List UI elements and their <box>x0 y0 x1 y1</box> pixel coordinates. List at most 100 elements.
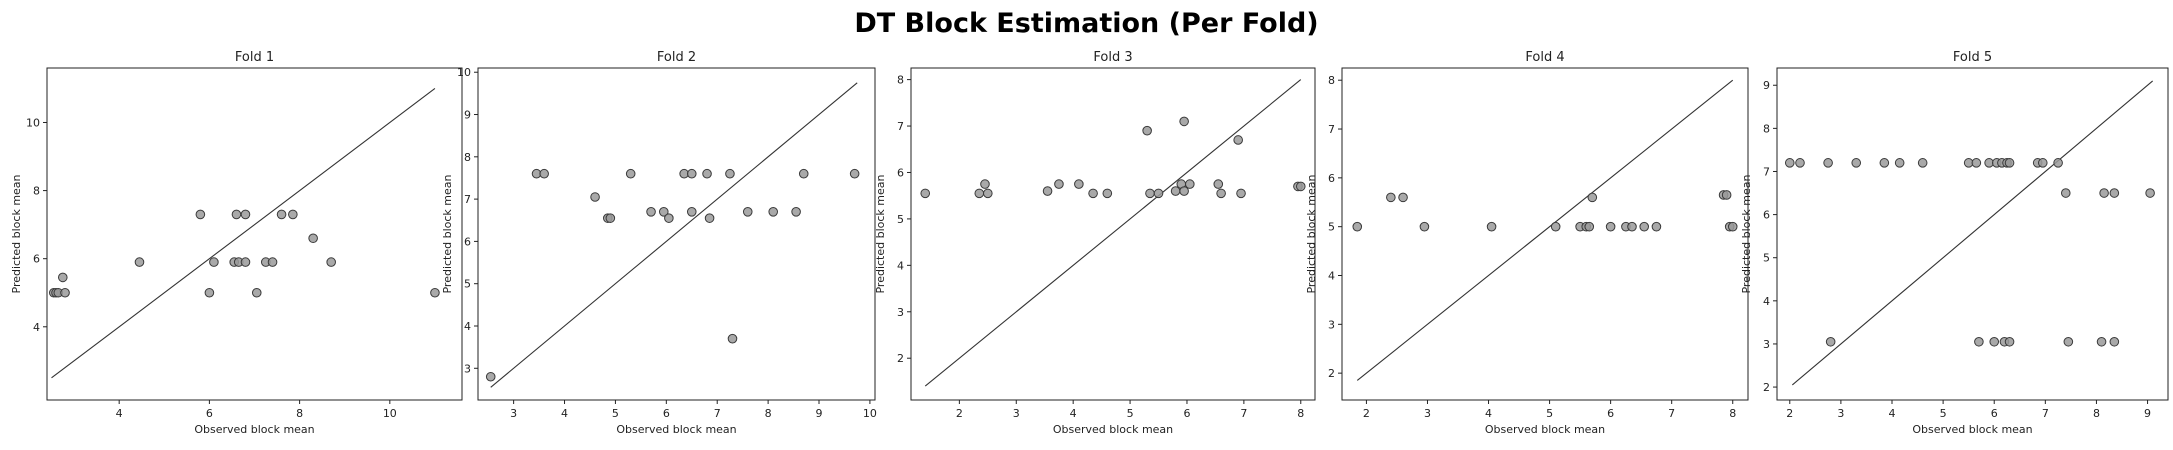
data-point <box>1153 188 1164 199</box>
y-tick-label: 6 <box>464 235 471 248</box>
data-point <box>2109 188 2120 198</box>
data-point <box>1486 221 1497 232</box>
y-tick-label: 3 <box>1328 318 1335 331</box>
y-tick-label: 3 <box>464 362 471 375</box>
data-point <box>1584 221 1595 232</box>
x-tick-label: 3 <box>1424 407 1431 420</box>
data-point <box>326 257 336 267</box>
data-point <box>195 209 206 220</box>
y-tick-label: 2 <box>1328 367 1335 380</box>
y-tick-label: 7 <box>1328 123 1335 136</box>
x-tick-label: 6 <box>663 407 670 420</box>
data-point <box>1795 158 1805 168</box>
x-tick-label: 3 <box>1837 407 1844 420</box>
y-tick-label: 3 <box>1763 338 1770 351</box>
x-tick-label: 9 <box>2144 407 2151 420</box>
y-tick-label: 8 <box>1763 122 1770 135</box>
data-point <box>664 213 674 223</box>
x-axis-label: Observed block mean <box>616 423 736 436</box>
x-tick-label: 5 <box>612 407 619 420</box>
data-point <box>1179 186 1189 196</box>
x-tick-label: 2 <box>956 407 963 420</box>
y-tick-label: 6 <box>897 166 904 179</box>
data-point <box>1398 192 1408 203</box>
panel-title: Fold 4 <box>1525 50 1564 65</box>
data-point <box>1216 188 1226 199</box>
x-tick-label: 10 <box>863 407 877 420</box>
data-point <box>2099 188 2109 198</box>
data-point <box>231 209 242 220</box>
fold-1-chart: Fold 1 4 6 8 10 4 6 8 10 Observed block mean Predi… <box>10 50 463 436</box>
x-tick-label: 2 <box>1363 407 1370 420</box>
data-point <box>288 209 298 220</box>
data-point <box>539 168 549 179</box>
x-tick-label: 7 <box>2042 407 2049 420</box>
data-point <box>658 206 669 217</box>
identity-line <box>51 87 436 379</box>
x-tick-label: 5 <box>1546 407 1553 420</box>
y-tick-label: 8 <box>33 185 40 198</box>
y-tick-label: 4 <box>33 321 40 334</box>
y-tick-label: 9 <box>1763 79 1770 92</box>
y-tick-label: 6 <box>33 253 40 266</box>
y-tick-label: 5 <box>464 278 471 291</box>
y-tick-label: 5 <box>1328 221 1335 234</box>
axes-frame <box>1341 67 1749 401</box>
data-point <box>1185 179 1195 189</box>
data-point <box>1627 221 1637 232</box>
data-point <box>1605 221 1616 232</box>
identity-line <box>1791 80 2154 386</box>
data-point <box>2145 188 2155 198</box>
data-point <box>209 257 219 267</box>
data-point <box>1971 158 1982 168</box>
data-point <box>1651 221 1662 232</box>
data-point <box>2063 336 2074 347</box>
data-point <box>704 213 715 223</box>
panel-title: Fold 3 <box>1093 50 1132 65</box>
data-point <box>980 179 990 189</box>
x-tick-label: 5 <box>1127 407 1134 420</box>
x-tick-label: 4 <box>561 407 568 420</box>
x-tick-label: 6 <box>1607 407 1614 420</box>
data-point <box>267 257 278 267</box>
data-point <box>430 287 440 298</box>
panel-title: Fold 5 <box>1953 50 1992 65</box>
data-point <box>2096 336 2107 347</box>
data-point <box>920 188 931 199</box>
data-point <box>1879 158 1890 168</box>
data-point <box>1236 188 1246 199</box>
data-point <box>485 371 496 382</box>
data-point <box>1721 190 1732 200</box>
y-tick-label: 4 <box>464 320 471 333</box>
data-point <box>1054 179 1064 189</box>
axes-frame <box>477 67 876 401</box>
x-axis-label: Observed block mean <box>1912 423 2032 436</box>
fold-2-chart: Fold 2 3 4 5 6 7 8 9 10 3 4 5 6 7 8 9 10 Observed block m… <box>441 50 877 436</box>
data-point <box>308 233 318 244</box>
x-tick-label: 3 <box>510 407 517 420</box>
y-tick-label: 10 <box>26 116 40 129</box>
data-point <box>1233 135 1243 145</box>
x-tick-label: 2 <box>1786 407 1793 420</box>
identity-line <box>490 82 858 388</box>
y-tick-label: 6 <box>1328 172 1335 185</box>
data-point <box>2004 158 2015 168</box>
x-tick-label: 7 <box>714 407 721 420</box>
data-point <box>240 257 251 267</box>
y-tick-label: 7 <box>464 193 471 206</box>
y-tick-label: 4 <box>1763 295 1770 308</box>
data-point <box>1550 221 1561 232</box>
data-point <box>742 206 753 217</box>
data-point <box>727 333 738 344</box>
y-axis-label: Predicted block mean <box>10 174 23 293</box>
data-point <box>798 168 809 179</box>
data-point <box>2053 158 2063 168</box>
data-point <box>1851 158 1862 168</box>
data-point <box>646 206 656 217</box>
x-tick-label: 10 <box>383 407 397 420</box>
data-point <box>1102 188 1113 199</box>
data-point <box>204 287 215 298</box>
data-point <box>625 168 636 179</box>
data-point <box>2004 336 2015 347</box>
y-tick-label: 8 <box>897 74 904 87</box>
